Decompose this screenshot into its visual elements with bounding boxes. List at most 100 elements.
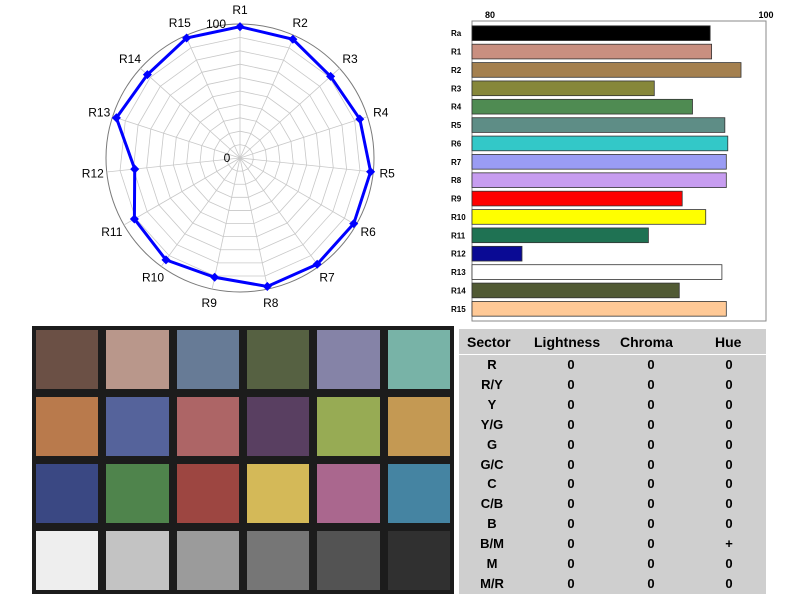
bar-label-R11: R11 — [451, 231, 466, 240]
radar-point-R1 — [235, 22, 245, 32]
radar-point-R13 — [111, 113, 121, 123]
checker-patch — [176, 464, 239, 523]
table-cell: Y/G — [480, 416, 504, 432]
table-cell: 0 — [725, 396, 733, 412]
table-cell: 0 — [725, 436, 733, 452]
table-row: B 0 0 0 — [459, 514, 766, 534]
bar-R7 — [471, 154, 727, 170]
radar-spoke — [239, 157, 374, 173]
table-cell: 0 — [567, 396, 575, 412]
bar-label-R14: R14 — [451, 286, 466, 295]
radar-grid-ring — [132, 50, 348, 264]
checker-patch — [387, 397, 450, 456]
checker-patch — [387, 464, 450, 523]
table-row: R/Y 0 0 0 — [459, 375, 766, 395]
radar-spoke — [160, 157, 241, 267]
checker-patch — [176, 330, 239, 389]
checker-patch — [247, 464, 310, 523]
bar-label-R8: R8 — [451, 176, 462, 185]
bar-chart: 80 100 Ra R1 R2 R3 R4 R5 R6 R7 R8 R9 R10 R11 R12 R13 R14… — [451, 10, 774, 322]
bar-label-R9: R9 — [451, 195, 462, 204]
radar-spoke — [239, 157, 320, 267]
checker-patch — [387, 330, 450, 389]
table-row: G/C 0 0 0 — [459, 455, 766, 475]
table-row: C 0 0 0 — [459, 474, 766, 494]
bar-label-Ra: Ra — [451, 29, 462, 38]
bar-label-R13: R13 — [451, 268, 466, 277]
bar-R8 — [471, 172, 727, 188]
table-cell: G — [486, 436, 498, 452]
table-cell: 0 — [647, 536, 655, 552]
checker-patch — [247, 397, 310, 456]
bar-R9 — [471, 190, 683, 207]
checker-patch — [247, 330, 310, 389]
radar-axis-label-R15: R15 — [169, 16, 191, 30]
radar-grid-ring — [186, 103, 294, 211]
table-cell: 0 — [567, 556, 575, 571]
radar-axis-label-R13: R13 — [88, 105, 110, 119]
table-cell: M/R — [480, 575, 504, 591]
bar-label-R7: R7 — [451, 158, 462, 167]
checker-patch — [317, 531, 380, 590]
checker-patch — [106, 531, 169, 590]
radar-point-R11 — [129, 214, 139, 224]
table-row: M/R 0 0 0 — [459, 574, 766, 594]
checker-patch — [317, 464, 380, 523]
checker-patch — [176, 397, 239, 456]
radar-axis-label-R14: R14 — [119, 52, 141, 66]
table-cell: 0 — [567, 456, 575, 472]
checker-patch — [36, 531, 99, 590]
bar-label-R15: R15 — [451, 305, 466, 314]
table-cell: 0 — [725, 357, 733, 372]
radar-point-R10 — [161, 255, 171, 265]
radar-spoke — [239, 68, 340, 159]
bar-R13 — [471, 264, 723, 280]
radar-grid-ring — [119, 36, 361, 277]
table-cell: 0 — [647, 496, 655, 512]
radar-grid-ring — [159, 77, 321, 238]
table-cell: C/B — [480, 496, 504, 512]
bar-R5 — [471, 117, 726, 133]
radar-series-line — [114, 25, 373, 289]
table-cell: + — [725, 536, 733, 552]
color-checker — [32, 326, 454, 594]
bar-R10 — [471, 209, 707, 225]
table-cell: 0 — [567, 357, 575, 372]
bar-R3 — [471, 80, 655, 97]
table-cell: 0 — [567, 376, 575, 392]
radar-point-R3 — [326, 71, 336, 81]
bar-Ra — [471, 25, 711, 41]
bar-label-R3: R3 — [451, 84, 462, 93]
table-row: Y 0 0 0 — [459, 395, 766, 415]
table-cell: 0 — [647, 416, 655, 432]
bar-label-R6: R6 — [451, 139, 462, 148]
radar-point-R15 — [182, 33, 192, 43]
table-cell: M — [486, 556, 498, 571]
radar-grid-ring — [199, 117, 281, 198]
header-chroma: Chroma — [620, 334, 673, 350]
header-hue: Hue — [715, 334, 742, 350]
bar-label-R5: R5 — [451, 121, 462, 130]
radar-axis-label-R4: R4 — [373, 105, 389, 119]
radar-grid-ring — [212, 130, 268, 185]
radar-point-R9 — [210, 272, 220, 282]
radar-axis-label-R1: R1 — [232, 3, 248, 17]
checker-patch — [317, 330, 380, 389]
radar-max-label: 100 — [206, 17, 226, 31]
radar-spoke — [185, 35, 241, 159]
bar-R11 — [471, 227, 649, 244]
checker-patch — [36, 397, 99, 456]
radar-axis-label-R12: R12 — [82, 166, 104, 180]
table-cell: B/M — [480, 536, 504, 552]
radar-grid-ring — [172, 90, 308, 224]
table-cell: G/C — [480, 456, 504, 472]
table-cell: 0 — [725, 575, 733, 591]
table-cell: 0 — [647, 396, 655, 412]
table-row: G 0 0 0 — [459, 435, 766, 455]
table-row: M 0 0 0 — [459, 554, 766, 574]
radar-center-label: 0 — [224, 151, 231, 165]
radar-point-R2 — [288, 34, 298, 44]
bar-tick-80: 80 — [485, 10, 495, 20]
bar-tick-100: 100 — [758, 10, 773, 20]
radar-chart: R1 R2 R3 R4 R5 R6 R7 R8 R9 R10 R11 R12 R13 R14 R15 0 100 — [82, 3, 395, 310]
